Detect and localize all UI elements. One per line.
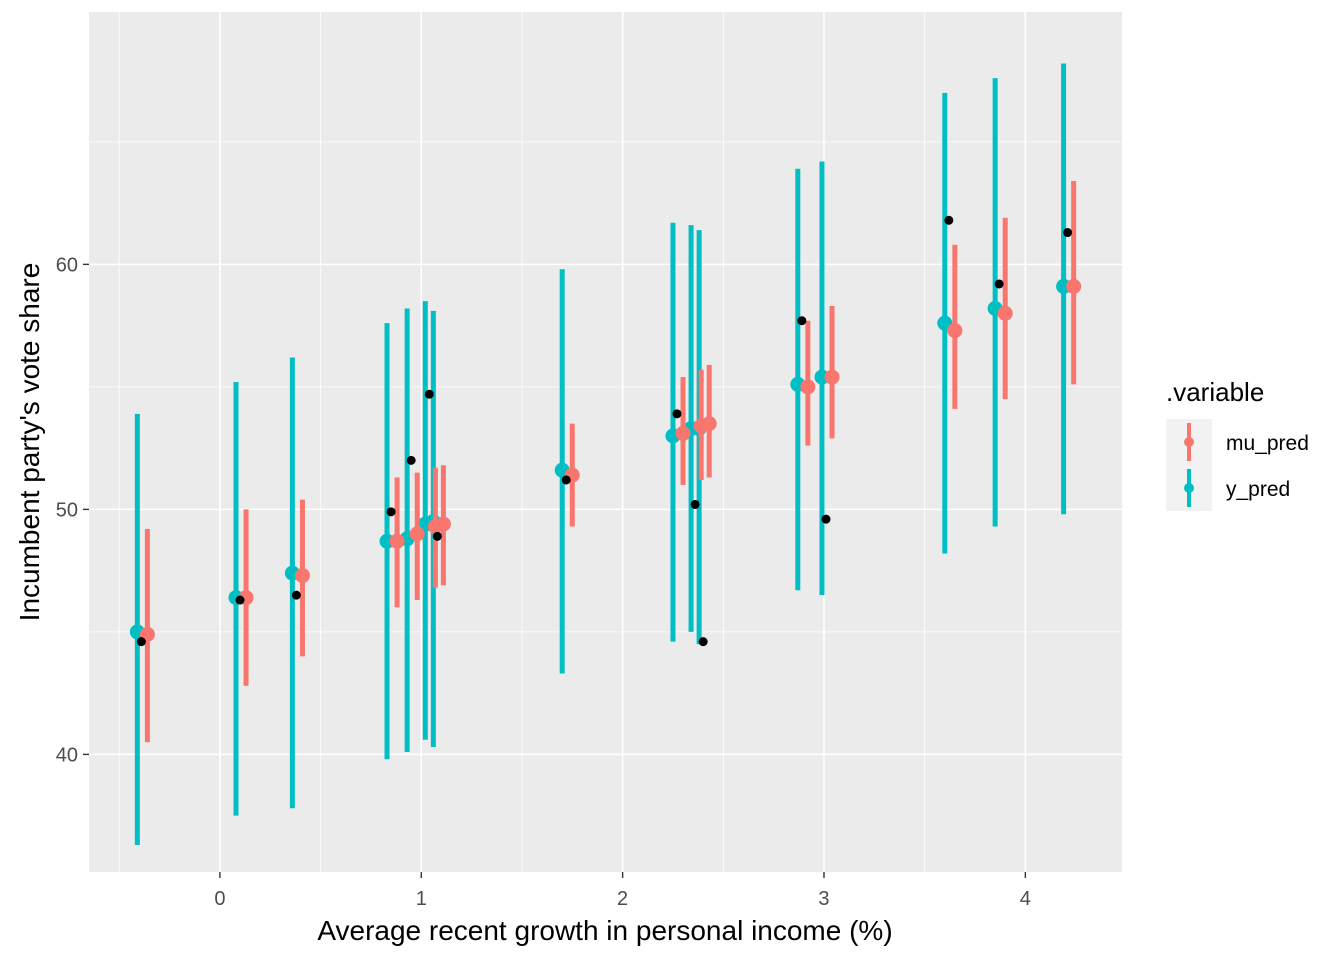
x-tick-label: 4 bbox=[1020, 888, 1031, 910]
legend-swatch-mu-pred-point bbox=[1184, 437, 1194, 447]
mu-pred-point bbox=[1066, 278, 1082, 294]
panel-background bbox=[89, 12, 1122, 872]
observed-point bbox=[821, 514, 831, 524]
mu-pred-point bbox=[409, 526, 425, 542]
series-y-pred bbox=[129, 63, 1072, 846]
grid-minor bbox=[89, 12, 1122, 872]
series-mu-pred bbox=[139, 181, 1082, 743]
observed-point bbox=[797, 316, 807, 326]
mu-pred-point bbox=[389, 533, 405, 549]
observed-point bbox=[698, 637, 708, 647]
mu-pred-point bbox=[435, 516, 451, 532]
x-tick-label: 3 bbox=[818, 888, 829, 910]
y-axis-ticks: 40 50 60 bbox=[56, 254, 89, 766]
observed-point bbox=[944, 215, 954, 225]
legend-swatch-y-pred-point bbox=[1184, 483, 1194, 493]
observed-point bbox=[672, 409, 682, 419]
observed-point bbox=[291, 590, 301, 600]
y-tick-label: 60 bbox=[56, 254, 78, 276]
y-tick-label: 50 bbox=[56, 499, 78, 521]
x-axis-title: Average recent growth in personal income… bbox=[317, 915, 892, 946]
legend-title: .variable bbox=[1166, 377, 1264, 407]
y-tick-label: 40 bbox=[56, 744, 78, 766]
observed-point bbox=[235, 595, 245, 605]
observed-points bbox=[136, 215, 1073, 647]
mu-pred-point bbox=[701, 416, 717, 432]
legend: .variable mu_pred y_pred bbox=[1166, 377, 1309, 511]
x-axis-ticks: 0 1 2 3 4 bbox=[214, 872, 1031, 910]
x-tick-label: 2 bbox=[617, 888, 628, 910]
observed-point bbox=[424, 389, 434, 399]
observed-point bbox=[432, 531, 442, 541]
y-axis-title: Incumbent party's vote share bbox=[14, 263, 45, 622]
mu-pred-point bbox=[824, 369, 840, 385]
observed-point bbox=[994, 279, 1004, 289]
observed-point bbox=[386, 507, 396, 517]
observed-point bbox=[690, 499, 700, 509]
observed-point bbox=[136, 637, 146, 647]
observed-point bbox=[561, 475, 571, 485]
observed-point bbox=[1063, 228, 1073, 238]
grid-major bbox=[89, 12, 1122, 872]
mu-pred-point bbox=[947, 323, 963, 339]
observed-point bbox=[406, 455, 416, 465]
mu-pred-point bbox=[997, 305, 1013, 321]
data-marks bbox=[129, 63, 1082, 846]
x-tick-label: 1 bbox=[416, 888, 427, 910]
x-tick-label: 0 bbox=[214, 888, 225, 910]
mu-pred-point bbox=[800, 379, 816, 395]
legend-label-y-pred: y_pred bbox=[1226, 478, 1290, 501]
legend-label-mu-pred: mu_pred bbox=[1226, 432, 1309, 455]
mu-pred-point bbox=[294, 568, 310, 584]
mu-pred-point bbox=[675, 425, 691, 441]
